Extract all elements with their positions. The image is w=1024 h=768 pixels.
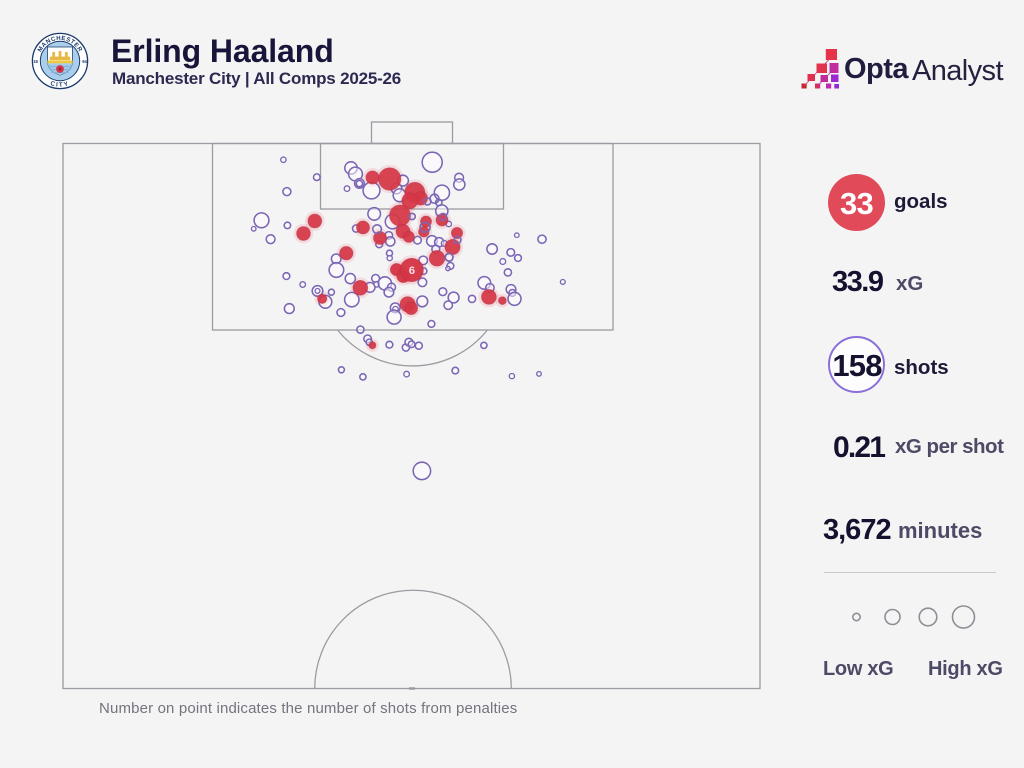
svg-text:18: 18 — [33, 59, 38, 64]
svg-text:6: 6 — [409, 265, 415, 277]
svg-text:94: 94 — [82, 59, 87, 64]
svg-text:CITY: CITY — [49, 80, 70, 89]
